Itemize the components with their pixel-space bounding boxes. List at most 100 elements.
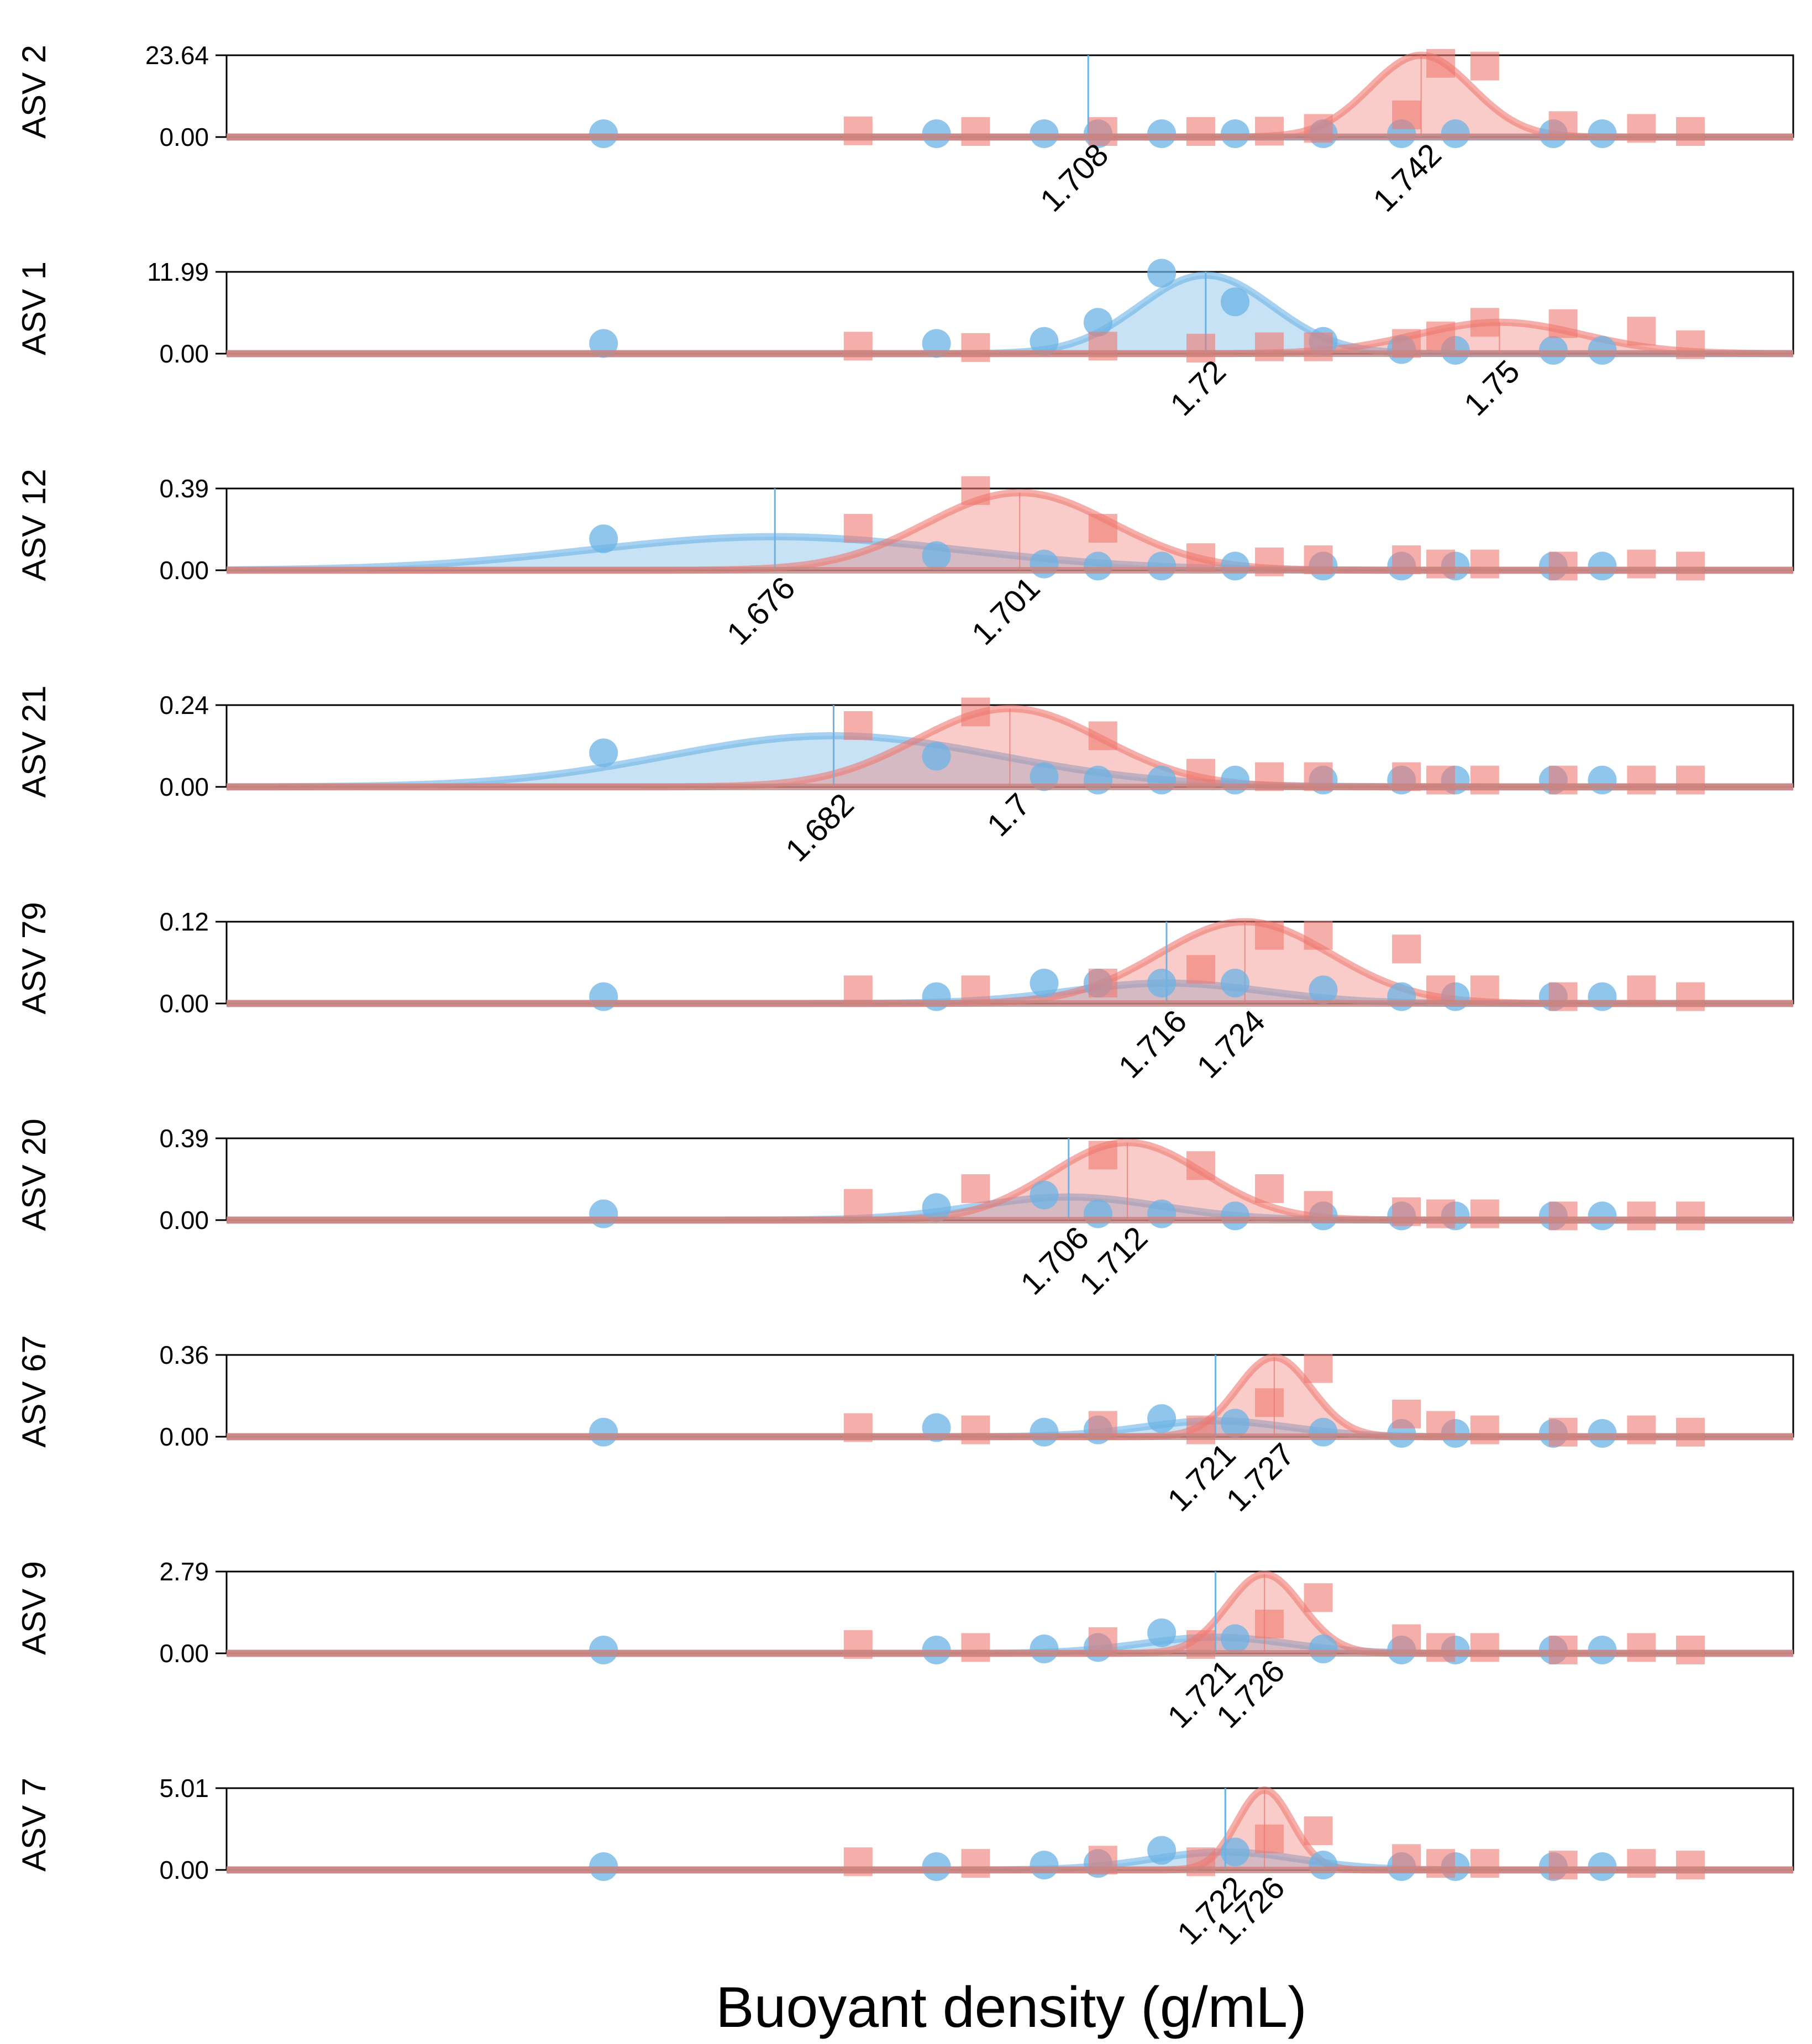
labeled-point xyxy=(1676,551,1705,581)
baseline-band xyxy=(227,567,1793,574)
labeled-point xyxy=(1627,317,1656,346)
labeled-point xyxy=(1470,308,1499,337)
y-tick-label: 0.00 xyxy=(159,1422,209,1451)
labeled-point xyxy=(1304,1191,1333,1220)
labeled-point xyxy=(1548,1851,1578,1880)
panel-y-label: ASV 9 xyxy=(15,1561,52,1655)
unlabeled-point xyxy=(1221,551,1250,581)
panel-y-label: ASV 79 xyxy=(15,902,52,1014)
peak-label: 1.7 xyxy=(980,786,1037,843)
labeled-point xyxy=(1088,514,1117,543)
unlabeled-point xyxy=(1030,327,1059,356)
unlabeled-point xyxy=(589,1199,618,1228)
labeled-point xyxy=(1627,975,1656,1005)
labeled-point xyxy=(843,975,873,1005)
peak-label: 1.708 xyxy=(1033,136,1116,219)
labeled-point xyxy=(1470,1849,1499,1878)
unlabeled-point xyxy=(1588,551,1617,581)
labeled-point xyxy=(961,333,990,362)
y-tick-label: 0.00 xyxy=(159,339,209,368)
labeled-point xyxy=(1470,1633,1499,1662)
unlabeled-point xyxy=(1221,1201,1250,1231)
y-tick-label: 5.01 xyxy=(159,1774,209,1803)
panel-asv-12: 0.39 0.00 ASV 12 1.676 1.701 xyxy=(15,469,1794,652)
y-tick-label: 0.00 xyxy=(159,1206,209,1234)
baseline-band xyxy=(227,350,1793,357)
labeled-point xyxy=(1088,721,1117,750)
unlabeled-point xyxy=(589,1417,618,1447)
baseline-band xyxy=(227,1867,1793,1873)
labeled-point xyxy=(1186,1151,1216,1180)
baseline-band xyxy=(227,1000,1793,1007)
labeled-point xyxy=(961,1174,990,1204)
peak-label: 1.721 xyxy=(1160,1436,1243,1518)
panel-asv-2: 23.64 0.00 ASV 2 1.708 1.742 xyxy=(15,41,1794,219)
unlabeled-point xyxy=(1147,1836,1177,1865)
labeled-point xyxy=(1392,1399,1421,1428)
unlabeled-point xyxy=(1221,1837,1250,1867)
panel-asv-1: 11.99 0.00 ASV 1 1.72 1.75 xyxy=(15,258,1794,423)
panel-y-label: ASV 67 xyxy=(15,1335,52,1447)
peak-label: 1.701 xyxy=(965,570,1047,652)
labeled-point xyxy=(843,1189,873,1218)
labeled-point xyxy=(1255,1174,1284,1204)
unlabeled-point xyxy=(1083,551,1112,581)
labeled-point xyxy=(1088,969,1117,997)
labeled-point xyxy=(961,975,990,1005)
peak-label: 1.716 xyxy=(1112,1003,1194,1085)
labeled-point xyxy=(961,1849,990,1878)
peak-label: 1.727 xyxy=(1219,1436,1301,1518)
labeled-point xyxy=(1426,1849,1456,1878)
peak-label: 1.712 xyxy=(1073,1220,1155,1302)
labeled-point xyxy=(1426,975,1456,1005)
unlabeled-point xyxy=(922,742,951,771)
unlabeled-point xyxy=(922,1193,951,1222)
y-tick-label: 0.39 xyxy=(159,1124,209,1153)
labeled-point xyxy=(1392,934,1421,964)
labeled-point xyxy=(1548,551,1578,581)
unlabeled-point xyxy=(1309,1851,1338,1880)
labeled-point xyxy=(1186,955,1216,984)
unlabeled-point xyxy=(1030,969,1059,997)
y-tick-label: 0.24 xyxy=(159,691,209,719)
baseline-band xyxy=(227,784,1793,790)
unlabeled-point xyxy=(1147,1618,1177,1647)
baseline-band xyxy=(227,1650,1793,1657)
y-tick-label: 0.00 xyxy=(159,123,209,151)
peak-label: 1.676 xyxy=(720,570,802,652)
labeled-point xyxy=(1627,1849,1656,1878)
labeled-point xyxy=(1426,49,1456,78)
panel-y-label: ASV 20 xyxy=(15,1118,52,1231)
baseline-band xyxy=(227,1433,1793,1440)
y-tick-label: 0.00 xyxy=(159,773,209,801)
unlabeled-point xyxy=(1030,1180,1059,1210)
labeled-point xyxy=(1627,1201,1656,1231)
peak-label: 1.75 xyxy=(1457,353,1527,423)
labeled-point xyxy=(1548,309,1578,338)
panel-y-label: ASV 1 xyxy=(15,261,52,355)
unlabeled-point xyxy=(1221,1624,1250,1653)
labeled-point xyxy=(1304,921,1333,950)
peak-label: 1.706 xyxy=(1013,1220,1096,1302)
labeled-density-area xyxy=(227,492,1793,570)
labeled-point xyxy=(1470,51,1499,81)
labeled-point xyxy=(1304,1583,1333,1612)
labeled-point xyxy=(1676,1417,1705,1447)
unlabeled-point xyxy=(1083,308,1112,337)
panel-y-label: ASV 7 xyxy=(15,1778,52,1872)
panel-y-label: ASV 2 xyxy=(15,45,52,139)
unlabeled-point xyxy=(1030,549,1059,579)
y-tick-label: 0.00 xyxy=(159,1856,209,1884)
labeled-point xyxy=(1255,1388,1284,1417)
labeled-point xyxy=(961,117,990,146)
labeled-point xyxy=(1255,1609,1284,1638)
labeled-point xyxy=(1304,1816,1333,1846)
labeled-point xyxy=(843,116,873,145)
unlabeled-point xyxy=(1221,969,1250,997)
peak-label: 1.72 xyxy=(1163,353,1233,423)
peak-label: 1.682 xyxy=(779,786,861,869)
y-tick-label: 0.12 xyxy=(159,907,209,936)
